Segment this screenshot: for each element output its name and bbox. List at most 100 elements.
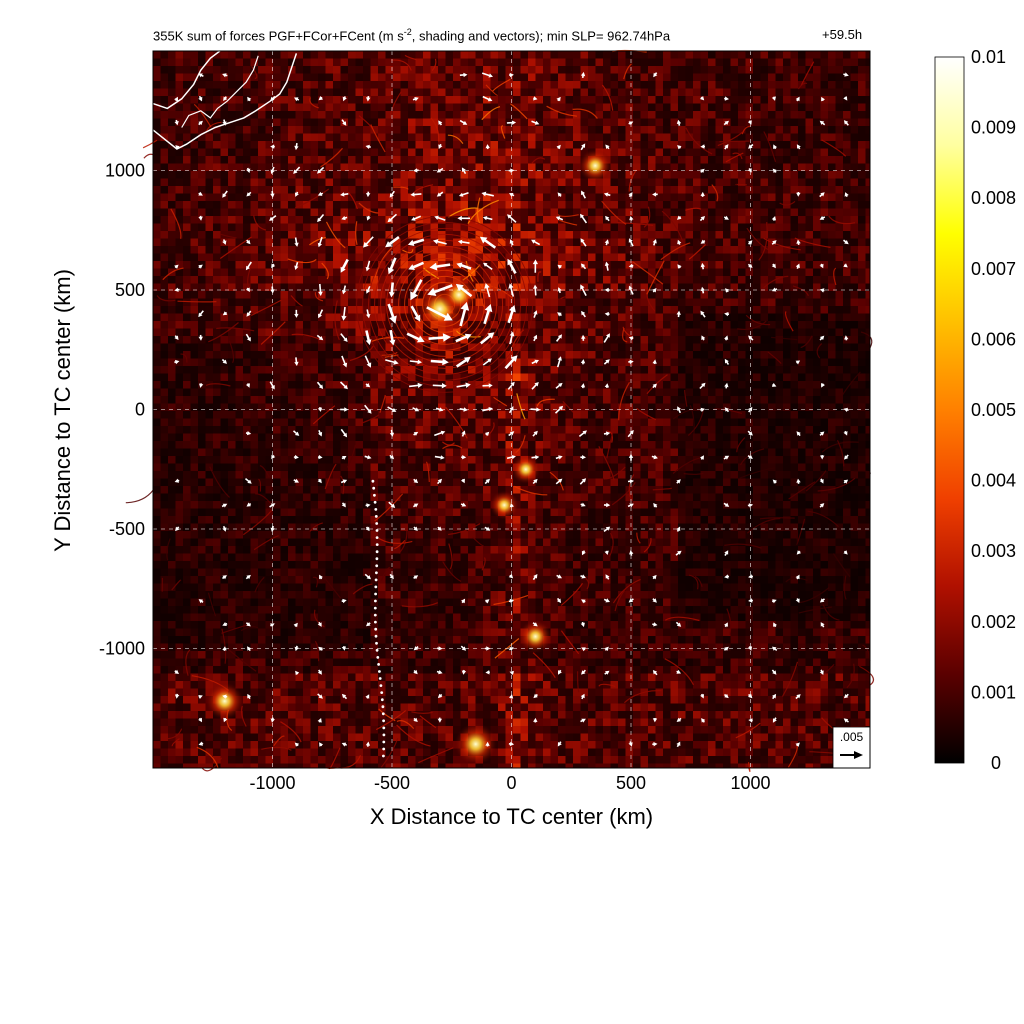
field-cell	[258, 381, 266, 389]
field-cell	[190, 411, 199, 419]
field-cell	[700, 163, 709, 172]
field-cell	[558, 133, 566, 142]
field-cell	[768, 66, 776, 74]
field-cell	[160, 148, 169, 157]
field-cell	[235, 231, 244, 239]
field-cell	[273, 366, 281, 374]
field-cell	[625, 81, 634, 89]
field-cell	[663, 88, 671, 97]
field-cell	[333, 403, 341, 412]
field-cell	[288, 58, 296, 67]
field-cell	[175, 231, 184, 239]
field-cell	[775, 51, 784, 59]
field-cell	[820, 193, 829, 202]
field-cell	[490, 343, 499, 352]
field-cell	[648, 351, 656, 359]
field-cell	[348, 81, 356, 89]
field-cell	[280, 268, 289, 277]
field-cell	[265, 118, 274, 127]
field-cell	[295, 433, 304, 442]
field-cell	[820, 373, 829, 382]
field-cell	[850, 58, 859, 67]
field-cell	[520, 313, 529, 322]
field-cell	[730, 88, 739, 97]
field-cell	[693, 366, 701, 374]
field-cell	[340, 321, 349, 329]
field-cell	[655, 118, 664, 127]
field-cell	[655, 88, 664, 97]
field-cell	[280, 351, 289, 359]
field-cell	[828, 171, 836, 179]
field-cell	[715, 66, 724, 74]
field-cell	[243, 66, 251, 74]
field-cell	[430, 388, 439, 397]
field-cell	[828, 201, 836, 209]
field-cell	[813, 381, 821, 389]
field-cell	[318, 426, 326, 434]
field-cell	[445, 193, 454, 202]
field-cell	[798, 73, 806, 82]
field-cell	[648, 171, 656, 179]
field-cell	[505, 418, 514, 427]
field-cell	[363, 291, 371, 299]
field-cell	[445, 148, 454, 157]
field-cell	[288, 238, 296, 247]
field-cell	[205, 216, 214, 224]
field-cell	[640, 433, 649, 442]
field-cell	[363, 126, 371, 134]
field-cell	[325, 201, 334, 209]
field-cell	[603, 306, 611, 314]
field-cell	[738, 246, 746, 254]
field-cell	[423, 216, 431, 224]
field-cell	[625, 306, 634, 314]
field-cell	[745, 81, 754, 89]
field-cell	[700, 103, 709, 112]
field-cell	[243, 126, 251, 134]
field-cell	[228, 351, 236, 359]
field-cell	[490, 126, 499, 134]
field-cell	[340, 171, 349, 179]
field-cell	[363, 253, 371, 262]
field-cell	[258, 216, 266, 224]
field-cell	[835, 306, 844, 314]
field-cell	[670, 366, 679, 374]
field-cell	[588, 223, 596, 232]
field-cell	[318, 111, 326, 119]
field-cell	[783, 51, 791, 59]
field-cell	[258, 343, 266, 352]
field-cell	[738, 88, 746, 97]
field-cell	[168, 313, 176, 322]
field-cell	[640, 328, 649, 337]
field-cell	[558, 358, 566, 367]
field-cell	[543, 238, 551, 247]
field-cell	[760, 268, 769, 277]
field-cell	[850, 373, 859, 382]
field-cell	[408, 373, 416, 382]
field-cell	[430, 73, 439, 82]
field-cell	[783, 328, 791, 337]
field-cell	[723, 66, 731, 74]
field-cell	[715, 366, 724, 374]
field-cell	[745, 58, 754, 67]
field-cell	[483, 186, 491, 194]
field-cell	[535, 73, 544, 82]
field-cell	[565, 118, 574, 127]
field-cell	[790, 111, 799, 119]
field-cell	[318, 103, 326, 112]
field-cell	[483, 133, 491, 142]
field-cell	[535, 261, 544, 269]
field-cell	[558, 313, 566, 322]
field-cell	[310, 193, 319, 202]
field-cell	[790, 283, 799, 292]
field-cell	[640, 313, 649, 322]
field-cell	[438, 418, 446, 427]
field-cell	[198, 133, 206, 142]
field-cell	[610, 276, 619, 284]
field-cell	[235, 291, 244, 299]
field-cell	[648, 156, 656, 164]
field-cell	[310, 238, 319, 247]
field-cell	[565, 81, 574, 89]
field-cell	[595, 96, 604, 104]
field-cell	[468, 216, 476, 224]
field-cell	[423, 366, 431, 374]
